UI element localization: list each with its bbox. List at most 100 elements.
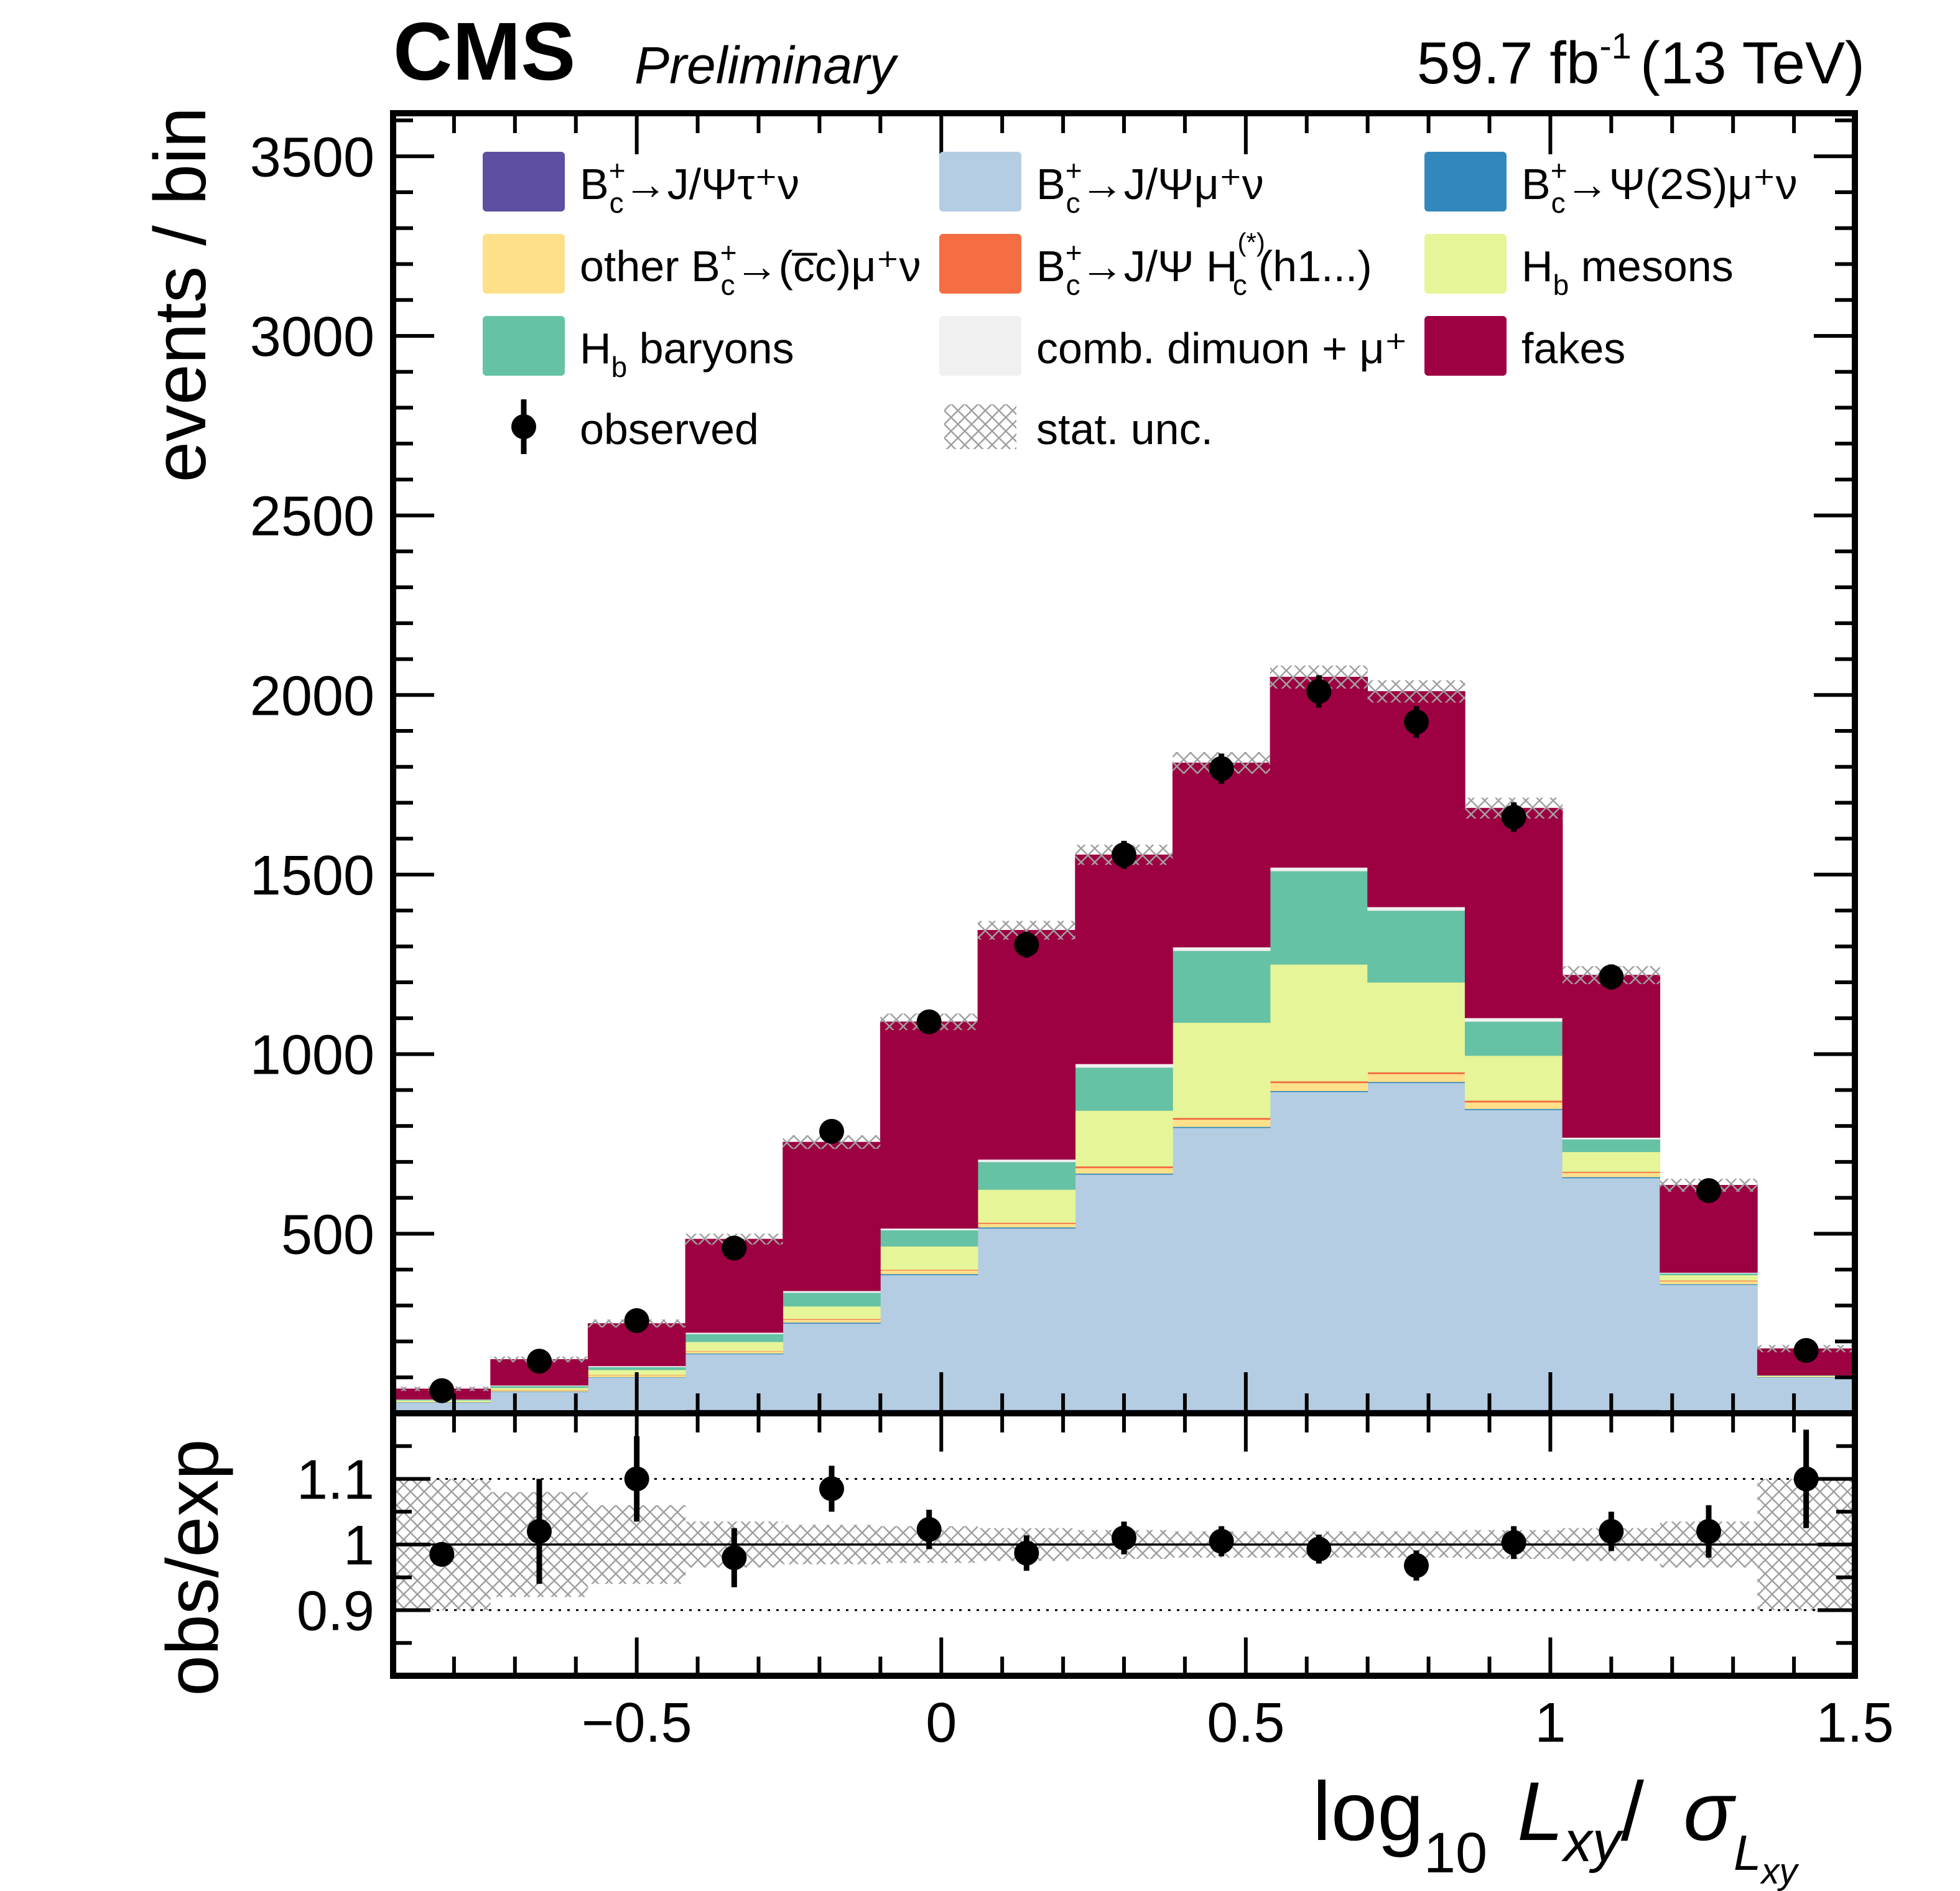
legend-swatch-other bbox=[483, 234, 565, 294]
bar-hb_baryons-13 bbox=[1660, 1273, 1758, 1276]
main-ytick-label-2000: 2000 bbox=[250, 665, 374, 727]
bar-fakes-8 bbox=[1172, 763, 1271, 948]
main-ytick-label-1000: 1000 bbox=[250, 1024, 374, 1087]
legend-label-other: other B+ c→(c̅c)μ⁺ν bbox=[580, 236, 921, 301]
legend-entry-hc: B+ c→J/Ψ H(*) c (h1...) bbox=[939, 228, 1372, 301]
bar-other-13 bbox=[1660, 1281, 1758, 1285]
legend-entry-observed: observed bbox=[511, 399, 759, 454]
observed-point-13 bbox=[1696, 1178, 1721, 1204]
bar-hb_baryons-3 bbox=[685, 1334, 784, 1342]
observed-point-2 bbox=[624, 1308, 649, 1334]
legend-swatch-stat bbox=[944, 404, 1016, 449]
bar-comb-9 bbox=[1270, 867, 1368, 871]
legend-entry-hb_mesons: Hb mesons bbox=[1424, 234, 1734, 301]
legend-label-comb: comb. dimuon + μ⁺ bbox=[1036, 324, 1408, 373]
bar-mu-11 bbox=[1464, 1109, 1563, 1410]
bar-hb_mesons-12 bbox=[1562, 1151, 1661, 1172]
legend-entry-mu: B+ c→J/Ψμ⁺ν bbox=[939, 152, 1264, 219]
legend-label-hc: B+ c→J/Ψ H(*) c (h1...) bbox=[1036, 228, 1372, 301]
bar-comb-5 bbox=[880, 1228, 978, 1230]
main-ytick-label-3000: 3000 bbox=[250, 306, 374, 368]
legend-swatch-tau bbox=[483, 152, 565, 211]
bar-hc-9 bbox=[1270, 1080, 1368, 1084]
ratio-panel bbox=[393, 1429, 1855, 1611]
y-axis-label-ratio: obs/exp bbox=[152, 1439, 234, 1696]
lumi-value: 59.7 fb bbox=[1417, 30, 1600, 96]
legend-entry-hb_baryons: Hb baryons bbox=[483, 316, 794, 383]
ratio-point-5 bbox=[916, 1517, 942, 1542]
legend-swatch-hb_baryons bbox=[483, 316, 565, 376]
ratio-point-8 bbox=[1209, 1528, 1234, 1554]
legend-label-psi2s: B+ c→Ψ(2S)μ⁺ν bbox=[1521, 154, 1798, 219]
ratio-ytick-label-0: 0.9 bbox=[297, 1581, 374, 1643]
preliminary-label: Preliminary bbox=[634, 36, 899, 95]
bar-other-3 bbox=[685, 1350, 784, 1354]
bar-hb_baryons-9 bbox=[1270, 870, 1368, 965]
ratio-point-14 bbox=[1793, 1466, 1819, 1492]
bar-fakes-11 bbox=[1464, 807, 1563, 1018]
legend-swatch-fakes bbox=[1424, 316, 1507, 376]
main-ytick-label-3500: 3500 bbox=[250, 126, 374, 188]
bar-fakes-4 bbox=[783, 1141, 881, 1291]
bar-hb_baryons-6 bbox=[977, 1161, 1076, 1190]
bar-hb_mesons-3 bbox=[685, 1341, 784, 1351]
bar-hb_mesons-6 bbox=[977, 1189, 1076, 1223]
observed-point-3 bbox=[722, 1235, 747, 1261]
observed-point-0 bbox=[429, 1378, 455, 1403]
legend-entry-fakes: fakes bbox=[1424, 316, 1625, 376]
bar-hc-10 bbox=[1367, 1072, 1465, 1074]
bar-other-9 bbox=[1270, 1082, 1368, 1091]
legend-swatch-hc bbox=[939, 234, 1021, 294]
bar-other-7 bbox=[1075, 1168, 1173, 1174]
main-ytick-label-2500: 2500 bbox=[250, 486, 374, 548]
bar-fakes-6 bbox=[977, 930, 1076, 1160]
bar-mu-9 bbox=[1270, 1091, 1368, 1410]
legend: B+ c→J/Ψτ⁺ν B+ c→J/Ψμ⁺ν B+ c→Ψ(2S)μ⁺ν other B+… bbox=[483, 152, 1798, 454]
ratio-point-7 bbox=[1112, 1525, 1136, 1551]
bar-hb_baryons-1 bbox=[490, 1385, 588, 1388]
bar-comb-7 bbox=[1075, 1063, 1173, 1068]
bar-other-8 bbox=[1172, 1119, 1271, 1127]
bar-comb-10 bbox=[1367, 906, 1465, 911]
bar-mu-1 bbox=[490, 1391, 588, 1411]
energy-label: (13 TeV) bbox=[1640, 30, 1865, 96]
x-tick-label-1: 0 bbox=[926, 1692, 957, 1754]
observed-point-6 bbox=[1014, 932, 1039, 957]
x-tick-label-3: 1 bbox=[1535, 1692, 1566, 1754]
bar-other-4 bbox=[783, 1319, 881, 1323]
legend-entry-psi2s: B+ c→Ψ(2S)μ⁺ν bbox=[1424, 152, 1798, 219]
ratio-point-4 bbox=[819, 1476, 844, 1502]
stat-unc-10 bbox=[1367, 680, 1465, 703]
bar-mu-13 bbox=[1660, 1284, 1758, 1411]
legend-swatch-psi2s bbox=[1424, 152, 1507, 211]
bar-comb-4 bbox=[783, 1290, 881, 1293]
bar-hb_baryons-10 bbox=[1367, 910, 1465, 983]
observed-point-4 bbox=[819, 1118, 844, 1144]
observed-point-14 bbox=[1793, 1337, 1819, 1363]
bar-hc-7 bbox=[1075, 1166, 1173, 1169]
ratio-point-10 bbox=[1404, 1553, 1429, 1578]
bar-hb_mesons-7 bbox=[1075, 1110, 1173, 1167]
bar-hb_baryons-2 bbox=[587, 1367, 686, 1370]
ratio-point-9 bbox=[1306, 1536, 1332, 1562]
ratio-point-12 bbox=[1599, 1518, 1624, 1544]
bar-fakes-5 bbox=[880, 1021, 978, 1229]
bar-hc-11 bbox=[1464, 1100, 1563, 1103]
ratio-point-3 bbox=[722, 1545, 747, 1571]
main-ytick-label-500: 500 bbox=[281, 1204, 374, 1266]
bar-hb_mesons-1 bbox=[490, 1387, 588, 1390]
bar-hb_mesons-8 bbox=[1172, 1022, 1271, 1118]
legend-label-fakes: fakes bbox=[1521, 324, 1625, 373]
bar-fakes-9 bbox=[1270, 677, 1368, 868]
bar-hc-8 bbox=[1172, 1117, 1271, 1120]
bar-other-12 bbox=[1562, 1172, 1661, 1178]
legend-entry-other: other B+ c→(c̅c)μ⁺ν bbox=[483, 234, 921, 301]
legend-marker-point bbox=[511, 414, 536, 439]
cms-label: CMS bbox=[393, 6, 575, 97]
bar-hb_mesons-5 bbox=[880, 1246, 978, 1270]
bar-mu-12 bbox=[1562, 1178, 1661, 1410]
bar-other-10 bbox=[1367, 1074, 1465, 1082]
bar-hb_baryons-5 bbox=[880, 1230, 978, 1247]
bar-mu-4 bbox=[783, 1323, 881, 1410]
legend-swatch-comb bbox=[939, 316, 1021, 376]
